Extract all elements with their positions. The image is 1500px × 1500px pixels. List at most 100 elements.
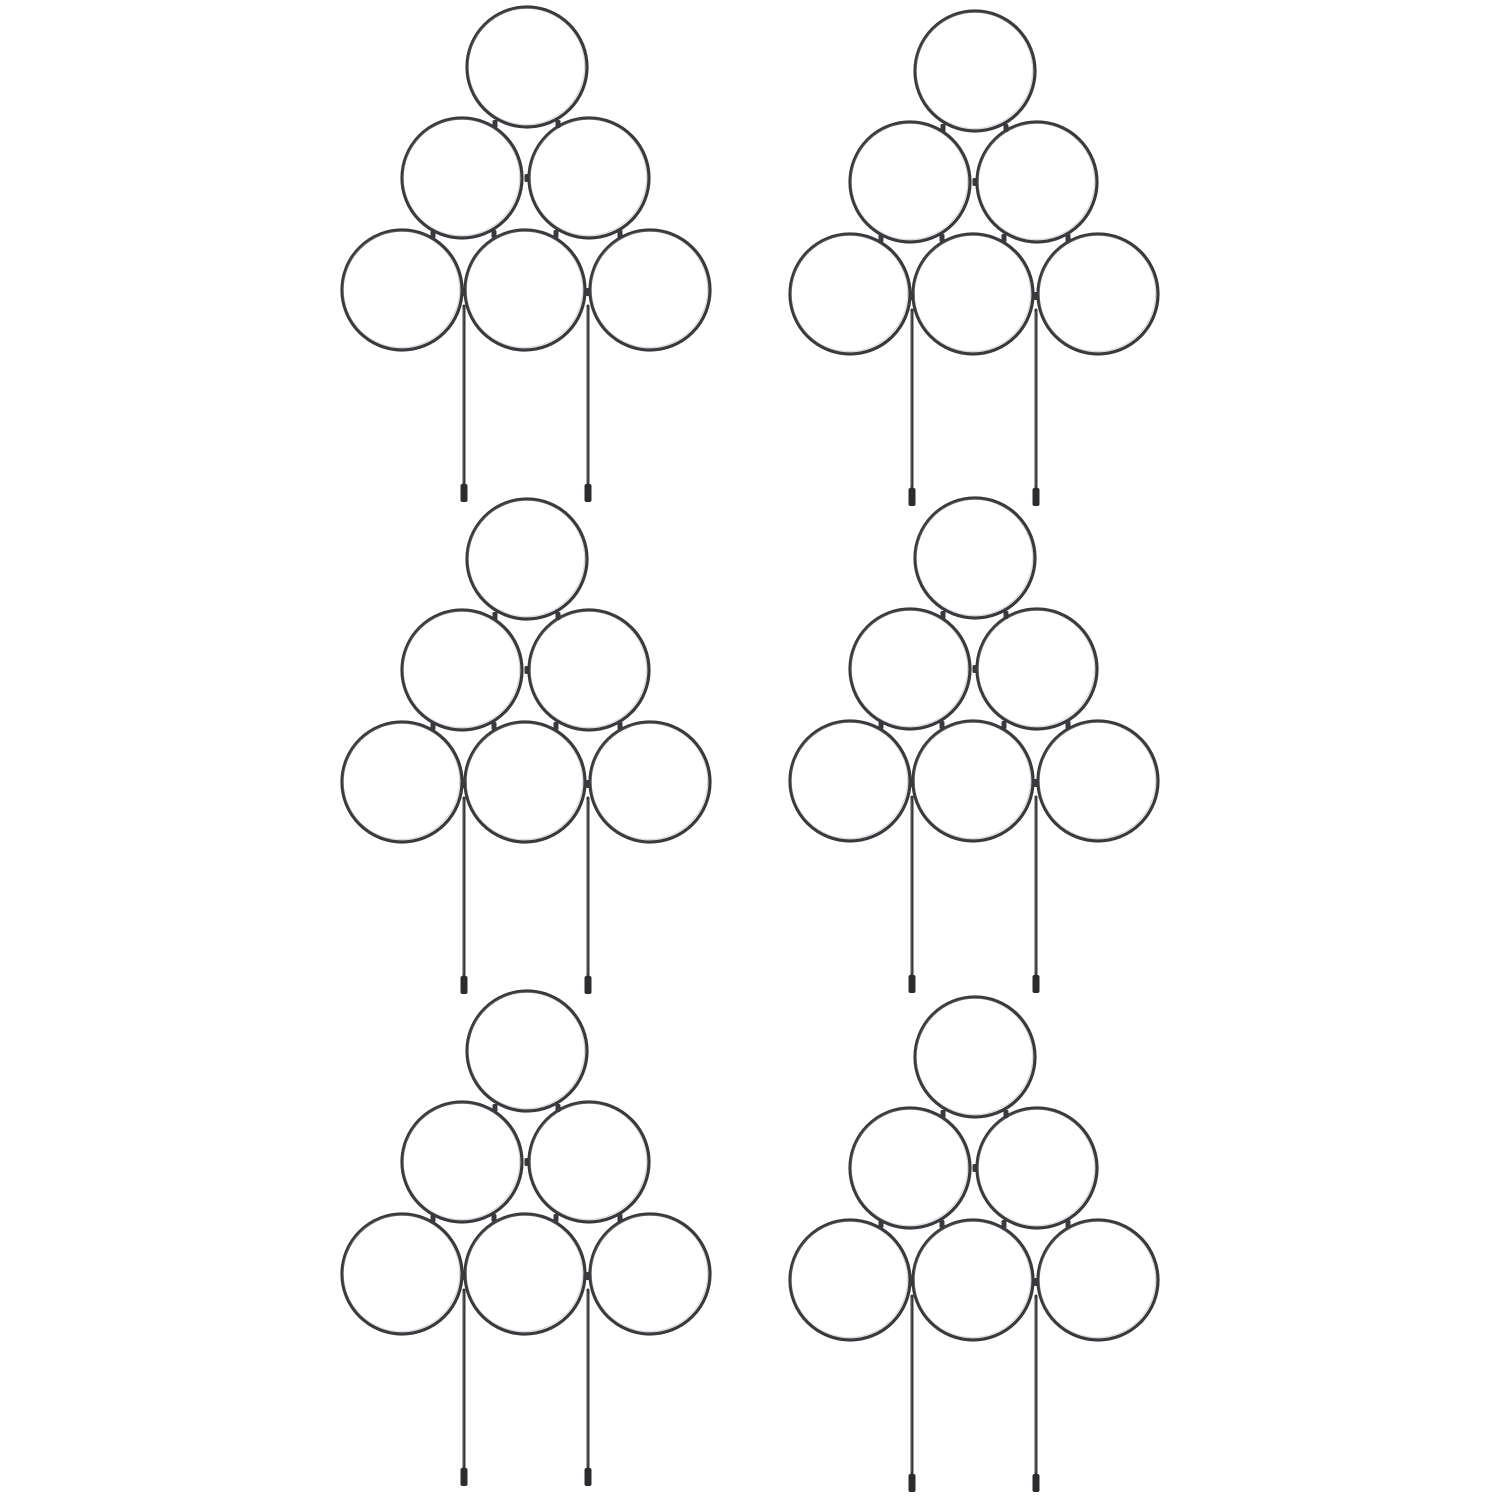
trellis-ring [913,995,1037,1119]
weld-clip [909,292,915,300]
weld-clip [492,612,498,620]
weld-clip [585,1272,591,1280]
trellis-3 [340,497,712,994]
ring-highlight [402,1102,521,1221]
trellis-1 [340,5,712,502]
ring-highlight [1038,1220,1157,1339]
ring-highlight [590,1214,709,1333]
trellis-ring [848,1106,972,1230]
weld-clip [492,120,498,128]
weld-clip [972,178,978,186]
weld-clip [585,780,591,788]
weld-clip [555,120,561,128]
weld-clip [553,722,559,730]
stake-end-cap [908,975,916,993]
stake-end-cap [584,484,592,502]
weld-clip [1001,721,1007,729]
weld-clip [1065,234,1071,242]
weld-clip [1003,124,1009,132]
weld-clip [491,722,497,730]
ring-highlight [529,118,648,237]
weld-clip [972,665,978,673]
trellis-ring [848,120,972,244]
weld-clip [972,1164,978,1172]
ring-highlight [915,498,1034,617]
trellis-5 [340,989,712,1486]
stake-end-cap [908,488,916,506]
ring-highlight [529,1102,648,1221]
weld-clip [461,288,467,296]
weld-clip [430,1214,436,1222]
weld-clip [491,230,497,238]
ring-highlight [1038,721,1157,840]
weld-clip [940,611,946,619]
trellis-ring [465,989,589,1113]
trellis-ring [913,9,1037,133]
weld-clip [1001,1220,1007,1228]
weld-clip [585,288,591,296]
weld-clip [939,1220,945,1228]
weld-clip [1033,1278,1039,1286]
trellis-ring [848,607,972,731]
weld-clip [939,234,945,242]
ring-highlight [977,1108,1096,1227]
weld-clip [1065,721,1071,729]
ring-highlight [790,1220,909,1339]
ring-highlight [467,991,586,1110]
weld-clip [909,779,915,787]
weld-clip [940,124,946,132]
weld-clip [617,722,623,730]
trellis-ring [400,116,524,240]
ring-highlight [790,721,909,840]
stake-end-cap [1032,1474,1040,1492]
trellis-6 [788,995,1160,1492]
weld-clip [491,1214,497,1222]
ring-highlight [977,609,1096,728]
weld-clip [878,234,884,242]
stake-end-cap [460,976,468,994]
ring-highlight [402,610,521,729]
ring-highlight [790,234,909,353]
ring-highlight [342,230,461,349]
ring-highlight [1038,234,1157,353]
weld-clip [617,1214,623,1222]
weld-clip [1003,611,1009,619]
weld-clip [553,230,559,238]
weld-clip [555,612,561,620]
stake-end-cap [460,484,468,502]
weld-clip [940,1110,946,1118]
ring-highlight [850,609,969,728]
weld-clip [524,1158,530,1166]
trellis-ring [400,1100,524,1224]
weld-clip [1033,292,1039,300]
weld-clip [555,1104,561,1112]
ring-highlight [915,997,1034,1116]
stake-end-cap [584,1468,592,1486]
ring-highlight [402,118,521,237]
ring-highlight [977,122,1096,241]
stake-end-cap [908,1474,916,1492]
stake-end-cap [1032,975,1040,993]
weld-clip [617,230,623,238]
stake-end-cap [460,1468,468,1486]
trellis-ring [465,497,589,621]
weld-clip [553,1214,559,1222]
weld-clip [461,1272,467,1280]
ring-highlight [342,722,461,841]
weld-clip [878,1220,884,1228]
stake-end-cap [1032,488,1040,506]
weld-clip [878,721,884,729]
weld-clip [1033,779,1039,787]
ring-highlight [590,230,709,349]
ring-highlight [590,722,709,841]
ring-highlight [850,122,969,241]
weld-clip [1001,234,1007,242]
ring-highlight [915,11,1034,130]
ring-highlight [342,1214,461,1333]
weld-clip [909,1278,915,1286]
ring-highlight [850,1108,969,1227]
ring-highlight [529,610,648,729]
weld-clip [461,780,467,788]
trellis-2 [788,9,1160,506]
